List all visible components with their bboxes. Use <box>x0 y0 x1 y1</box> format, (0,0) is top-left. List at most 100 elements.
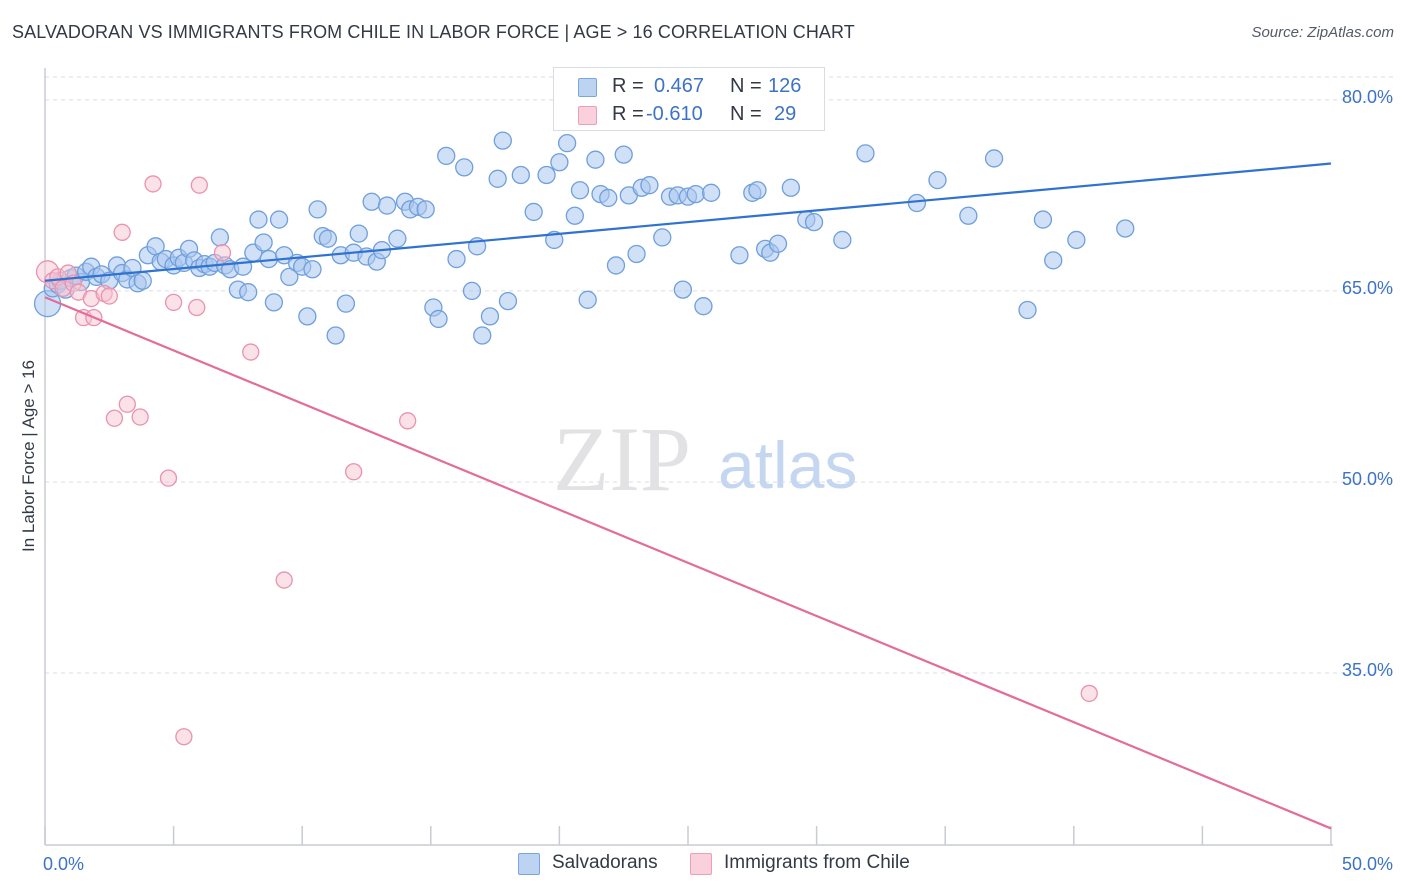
salvadorans-point <box>388 229 407 248</box>
salvadorans-point <box>326 326 345 345</box>
y-tick-label: 65.0% <box>1342 278 1393 298</box>
salvadorans-point <box>833 230 852 250</box>
salvadorans-point <box>550 153 569 172</box>
salvadorans-point <box>269 210 289 229</box>
legend-n-value: 126 <box>768 75 802 97</box>
salvadorans-point <box>748 181 767 200</box>
legend-swatch-blue <box>578 78 597 97</box>
salvadorans-point <box>730 246 749 265</box>
salvadorans-point <box>1116 219 1135 238</box>
salvadorans-point <box>1018 300 1037 320</box>
salvadorans-point <box>308 200 327 219</box>
salvadorans-point <box>804 212 824 232</box>
axes <box>44 68 1333 846</box>
salvadorans-point <box>480 307 500 326</box>
y-axis-title: In Labor Force | Age > 16 <box>19 360 38 552</box>
correlation-legend: R = 0.467 N = 126 R = -0.610 N = 29 <box>553 67 825 131</box>
salvadorans-point <box>336 294 356 313</box>
salvadorans-point <box>133 271 152 290</box>
salvadorans-point <box>599 188 618 208</box>
chile-point <box>1080 684 1098 703</box>
bottom-legend-swatch-blue <box>518 853 540 875</box>
legend-n-label: N = <box>730 103 762 125</box>
chile-point <box>242 343 260 361</box>
salvadorans-point <box>606 256 626 275</box>
salvadorans-point <box>1033 210 1053 229</box>
watermark-zip: ZIP <box>553 408 691 510</box>
salvadorans-point <box>856 144 875 163</box>
chile-point <box>188 298 206 317</box>
salvadorans-point <box>701 183 721 202</box>
chile-point <box>159 469 178 487</box>
source-label: Source: ZipAtlas.com <box>1251 24 1394 41</box>
y-tick-label: 80.0% <box>1342 87 1393 107</box>
chile-point <box>144 175 162 193</box>
salvadorans-point <box>210 228 230 247</box>
salvadorans-point <box>768 234 788 253</box>
salvadorans-point <box>447 249 466 269</box>
salvadorans-point <box>694 297 713 316</box>
x-tick-label-min: 0.0% <box>43 854 84 874</box>
bottom-legend-label: Immigrants from Chile <box>724 852 910 873</box>
salvadorans-point <box>318 229 338 248</box>
salvadorans-point <box>362 192 381 211</box>
salvadorans-point <box>570 181 590 200</box>
x-tick-label-max: 50.0% <box>1342 854 1393 874</box>
trend-lines <box>44 162 1332 830</box>
x-tick-marks <box>44 826 1332 845</box>
salvadorans-point <box>416 200 435 219</box>
watermark: ZIP atlas <box>553 408 857 510</box>
salvadorans-point <box>377 196 397 215</box>
salvadorans-point <box>493 131 512 150</box>
chile-point <box>113 223 131 241</box>
salvadorans-point <box>537 165 556 185</box>
bottom-legend-label: Salvadorans <box>552 852 658 873</box>
salvadorans-point <box>298 307 317 326</box>
chile-point <box>131 408 149 426</box>
salvadorans-point <box>455 158 474 177</box>
legend-r-label: R = <box>612 103 644 125</box>
chile-point <box>399 412 417 430</box>
salvadorans-point <box>239 283 258 302</box>
legend-n-label: N = <box>730 75 762 97</box>
salvadorans-point <box>984 149 1004 168</box>
salvadorans-point <box>429 309 448 329</box>
salvadorans-point <box>586 150 605 169</box>
salvadorans-point <box>524 202 543 222</box>
y-tick-label: 50.0% <box>1342 469 1393 489</box>
chile-point <box>190 176 208 194</box>
chile-point <box>344 463 363 481</box>
salvadorans-point <box>254 233 273 252</box>
legend-r-value: 0.467 <box>654 75 705 97</box>
salvadorans-point <box>653 228 672 247</box>
y-tick-label: 35.0% <box>1342 660 1393 680</box>
salvadorans-point <box>781 178 801 197</box>
bottom-legend-swatch-pink <box>690 853 712 875</box>
salvadorans-point <box>249 210 268 229</box>
salvadorans-point <box>437 146 456 166</box>
salvadorans-point <box>557 134 577 153</box>
salvadorans-point <box>511 165 530 185</box>
salvadorans-point <box>280 267 299 287</box>
chile-point <box>164 293 183 312</box>
salvadorans-point <box>928 170 947 190</box>
salvadorans-point <box>627 244 646 264</box>
chile-trend-line <box>44 296 1332 830</box>
legend-row-chile: R = -0.610 N = 29 <box>554 100 824 128</box>
salvadorans-point <box>488 169 507 188</box>
y-tick-labels: 35.0% 50.0% 65.0% 80.0% <box>1342 87 1393 680</box>
chart-title: SALVADORAN VS IMMIGRANTS FROM CHILE IN L… <box>12 22 855 42</box>
salvadorans-points <box>33 131 1135 345</box>
salvadorans-point <box>473 326 492 345</box>
legend-r-label: R = <box>612 75 644 97</box>
salvadorans-point <box>498 291 518 311</box>
chile-point <box>100 287 118 305</box>
salvadorans-point <box>264 293 284 312</box>
chile-points <box>35 175 1098 746</box>
legend-r-value: -0.610 <box>646 103 703 125</box>
salvadorans-point <box>614 145 633 164</box>
chile-point <box>118 395 136 413</box>
salvadorans-point <box>640 176 659 195</box>
legend-swatch-pink <box>578 106 597 125</box>
